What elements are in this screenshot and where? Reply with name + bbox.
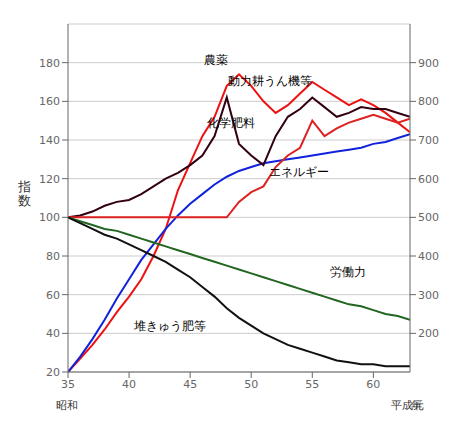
svg-text:140: 140 (39, 134, 60, 147)
svg-text:化学肥料: 化学肥料 (207, 116, 255, 130)
svg-text:堆きゅう肥等: 堆きゅう肥等 (133, 319, 206, 333)
svg-text:20: 20 (46, 366, 60, 379)
svg-text:40: 40 (46, 327, 60, 340)
svg-text:700: 700 (418, 134, 439, 147)
svg-text:100: 100 (39, 211, 60, 224)
svg-text:労働力: 労働力 (330, 265, 366, 279)
svg-text:35: 35 (61, 378, 75, 391)
svg-text:平成元: 平成元 (391, 399, 424, 412)
svg-text:55: 55 (305, 378, 319, 391)
svg-text:年: 年 (411, 399, 422, 412)
svg-text:80: 80 (46, 250, 60, 263)
svg-text:180: 180 (39, 57, 60, 70)
svg-text:160: 160 (39, 95, 60, 108)
svg-text:120: 120 (39, 173, 60, 186)
svg-text:45: 45 (183, 378, 197, 391)
svg-text:500: 500 (418, 211, 439, 224)
svg-text:600: 600 (418, 173, 439, 186)
svg-text:60: 60 (46, 289, 60, 302)
svg-text:エネルギー: エネルギー (269, 165, 329, 179)
svg-text:60: 60 (366, 378, 380, 391)
svg-text:900: 900 (418, 57, 439, 70)
svg-text:50: 50 (244, 378, 258, 391)
svg-text:300: 300 (418, 289, 439, 302)
svg-text:動力耕うん機等: 動力耕うん機等 (228, 74, 312, 88)
svg-text:昭和: 昭和 (56, 399, 78, 412)
svg-text:農薬: 農薬 (204, 53, 228, 67)
svg-text:800: 800 (418, 95, 439, 108)
svg-text:指数: 指数 (17, 179, 31, 208)
svg-text:400: 400 (418, 250, 439, 263)
svg-text:40: 40 (122, 378, 136, 391)
svg-text:200: 200 (418, 327, 439, 340)
